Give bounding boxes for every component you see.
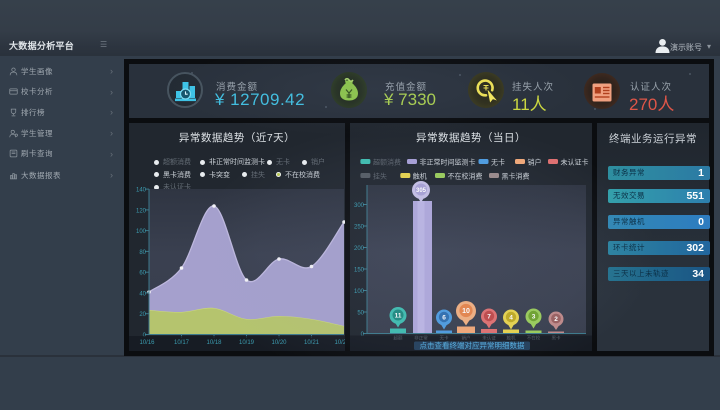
svg-text:60: 60 <box>139 271 146 277</box>
svg-text:点击查看终端对应异常明细数据: 点击查看终端对应异常明细数据 <box>420 340 525 350</box>
svg-text:10: 10 <box>462 308 470 315</box>
svg-text:150: 150 <box>354 268 365 274</box>
svg-text:销户: 销户 <box>462 335 471 342</box>
svg-text:120: 120 <box>136 208 147 214</box>
svg-text:无卡: 无卡 <box>440 335 449 342</box>
svg-text:未认证卡: 未认证卡 <box>561 158 589 167</box>
svg-text:黑卡消费: 黑卡消费 <box>502 172 530 181</box>
svg-text:销户: 销户 <box>528 158 542 167</box>
svg-text:2: 2 <box>554 316 558 323</box>
svg-text:40: 40 <box>139 291 146 297</box>
svg-text:超额消费: 超额消费 <box>373 158 401 167</box>
svg-text:4: 4 <box>509 315 513 322</box>
svg-text:20: 20 <box>139 312 146 318</box>
svg-text:触机: 触机 <box>413 172 427 181</box>
svg-text:100: 100 <box>136 229 147 235</box>
svg-text:100: 100 <box>354 289 365 295</box>
svg-text:10/17: 10/17 <box>174 340 190 346</box>
svg-text:50: 50 <box>357 311 364 317</box>
svg-text:10/21: 10/21 <box>304 340 320 346</box>
svg-text:超额: 超额 <box>394 335 403 342</box>
svg-text:6: 6 <box>442 315 446 322</box>
svg-text:300: 300 <box>354 203 365 209</box>
svg-text:无卡: 无卡 <box>491 158 505 167</box>
svg-text:10/16: 10/16 <box>139 340 155 346</box>
svg-text:0: 0 <box>361 332 365 338</box>
svg-text:未认证: 未认证 <box>482 335 496 342</box>
svg-text:挂失: 挂失 <box>373 172 387 181</box>
svg-text:7: 7 <box>487 314 491 321</box>
svg-text:11: 11 <box>395 313 402 320</box>
svg-text:10/22: 10/22 <box>334 340 345 346</box>
svg-text:3: 3 <box>532 314 536 321</box>
svg-text:不在校: 不在校 <box>527 335 541 342</box>
svg-text:10/19: 10/19 <box>239 340 255 346</box>
svg-text:80: 80 <box>139 250 146 256</box>
svg-text:非正常时间监测卡: 非正常时间监测卡 <box>420 158 476 167</box>
svg-text:触机: 触机 <box>507 335 516 342</box>
svg-text:非正常: 非正常 <box>414 335 428 342</box>
svg-text:黑卡: 黑卡 <box>552 335 561 342</box>
svg-text:140: 140 <box>136 188 147 194</box>
svg-text:10/18: 10/18 <box>206 340 222 346</box>
svg-text:305: 305 <box>416 188 427 194</box>
svg-text:200: 200 <box>354 246 365 252</box>
svg-text:10/20: 10/20 <box>271 340 287 346</box>
svg-text:不在校消费: 不在校消费 <box>448 172 483 181</box>
svg-text:250: 250 <box>354 225 365 231</box>
